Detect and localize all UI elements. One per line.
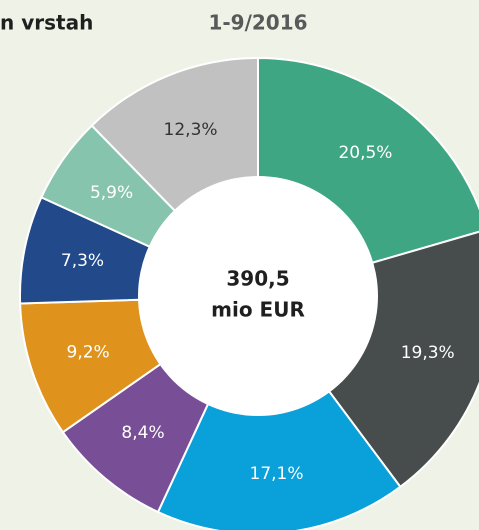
data-label: 7,3% (61, 251, 104, 271)
data-label: 19,3% (401, 343, 455, 363)
data-label: 12,3% (164, 120, 218, 140)
data-label: 20,5% (338, 143, 392, 163)
donut-hole (138, 176, 378, 416)
center-text: 390,5 (226, 267, 289, 291)
data-label: 8,4% (121, 423, 164, 443)
data-label: 17,1% (250, 464, 304, 484)
chart-subtitle: 1-9/2016 (208, 11, 307, 35)
chart-title: n vrstah (0, 11, 93, 35)
data-label: 9,2% (67, 342, 110, 362)
data-label: 5,9% (90, 183, 133, 203)
center-text: mio EUR (211, 298, 305, 322)
